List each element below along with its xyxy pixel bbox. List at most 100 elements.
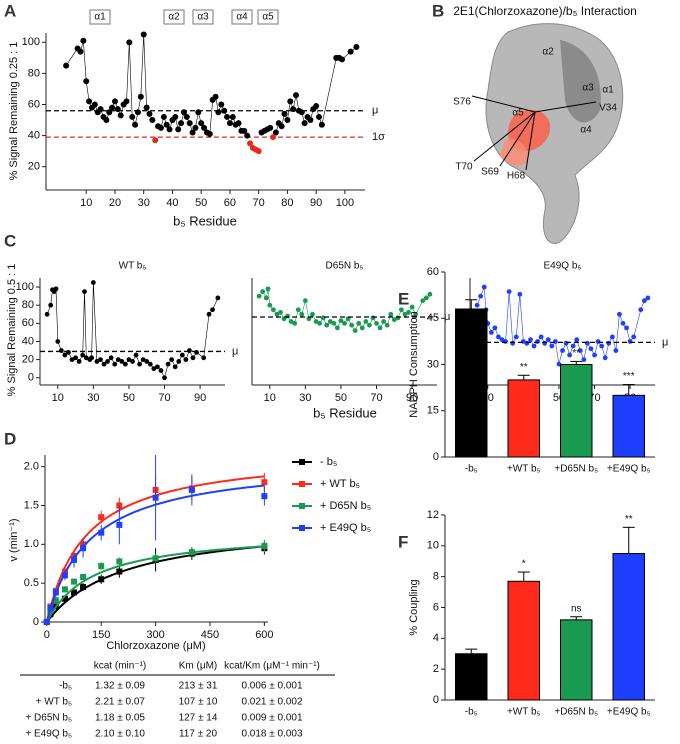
structure-label: α2 — [542, 47, 554, 58]
bar — [560, 619, 593, 701]
data-point — [265, 286, 271, 292]
data-point — [105, 359, 110, 364]
x-tick-label: 600 — [255, 629, 273, 641]
data-point — [331, 320, 337, 326]
x-tick-label: 0 — [44, 629, 50, 641]
data-point — [356, 320, 362, 326]
panel-label: E — [398, 289, 409, 308]
significance: *** — [623, 371, 635, 382]
data-point — [261, 542, 268, 549]
data-point — [97, 106, 104, 113]
table-cell: 0.021 ± 0.002 — [241, 697, 303, 708]
significance: ns — [571, 603, 582, 614]
data-point — [334, 325, 340, 331]
data-point — [218, 101, 225, 108]
data-point — [420, 298, 426, 304]
data-point — [119, 359, 125, 364]
data-point — [152, 555, 159, 562]
y-tick-label: 0 — [33, 616, 39, 628]
data-point — [80, 37, 87, 44]
data-point — [510, 340, 516, 346]
data-point — [44, 311, 50, 317]
panel-title: 2E1(Chlorzoxazone)/b₅ Interaction — [453, 4, 637, 18]
data-point — [160, 113, 167, 120]
data-point — [263, 295, 269, 301]
data-point — [149, 117, 156, 124]
table-cell: + E49Q b₅ — [25, 729, 72, 740]
data-point — [188, 549, 195, 556]
data-point — [144, 359, 150, 364]
data-point — [409, 304, 415, 310]
data-point — [112, 361, 118, 367]
y-tick-label: 2 — [433, 663, 439, 675]
y-tick-label: 20 — [28, 161, 40, 173]
legend-marker — [299, 459, 305, 465]
y-tick-label: 0.5 — [24, 577, 39, 589]
data-point — [327, 319, 333, 324]
data-point — [89, 355, 94, 361]
data-point — [538, 334, 544, 340]
data-point — [61, 595, 68, 602]
data-point — [631, 334, 637, 340]
x-tick-label: 90 — [310, 197, 322, 209]
data-point — [66, 349, 71, 355]
y-tick-label: 80 — [28, 67, 40, 79]
data-point — [134, 109, 141, 116]
bar — [612, 553, 645, 701]
table-header: kcat (min⁻¹) — [94, 661, 147, 672]
data-point — [190, 355, 196, 361]
data-point — [187, 348, 192, 353]
data-point — [595, 339, 601, 344]
data-point — [180, 109, 187, 116]
data-point — [224, 113, 231, 120]
data-point — [215, 109, 222, 116]
data-point — [80, 545, 87, 552]
x-tick-label: 10 — [52, 392, 64, 404]
data-point — [114, 106, 121, 113]
data-point — [61, 572, 68, 579]
data-point — [427, 291, 433, 297]
panel-label: D — [4, 429, 16, 448]
data-point — [313, 319, 319, 324]
panel-title: WT b₅ — [119, 261, 147, 272]
data-point — [609, 334, 615, 340]
data-point — [206, 311, 212, 317]
data-point — [183, 113, 190, 120]
helix-box — [192, 9, 214, 25]
data-point — [71, 556, 78, 563]
data-point — [624, 325, 629, 331]
data-point — [503, 339, 508, 344]
x-tick-label: -b₅ — [465, 707, 478, 718]
data-point — [94, 359, 100, 364]
data-point — [488, 330, 494, 335]
data-point — [388, 311, 394, 317]
data-point — [545, 337, 551, 343]
data-point — [574, 337, 580, 343]
structure-label: α3 — [582, 83, 594, 94]
legend-label: - b₅ — [320, 456, 337, 468]
y-tick-label: 60 — [28, 98, 40, 110]
data-point — [158, 368, 164, 373]
data-point — [162, 375, 167, 381]
data-point — [82, 289, 87, 295]
data-point — [48, 302, 54, 308]
data-point — [274, 311, 280, 317]
panel-label: A — [4, 1, 16, 20]
data-point — [186, 120, 193, 127]
panel-label: F — [398, 532, 408, 551]
data-point — [342, 320, 347, 326]
data-point — [147, 361, 153, 367]
helix-box — [163, 9, 185, 25]
y-tick-label: 45 — [427, 312, 439, 324]
y-tick-label: 60 — [22, 317, 34, 329]
data-point — [363, 319, 369, 324]
data-point — [261, 479, 268, 486]
data-point — [90, 280, 96, 285]
data-point — [140, 357, 146, 363]
data-point — [63, 62, 70, 69]
helix-box — [89, 9, 111, 25]
x-tick-label: 90 — [194, 392, 206, 404]
data-point — [384, 322, 390, 328]
x-tick-label: 70 — [370, 392, 382, 404]
